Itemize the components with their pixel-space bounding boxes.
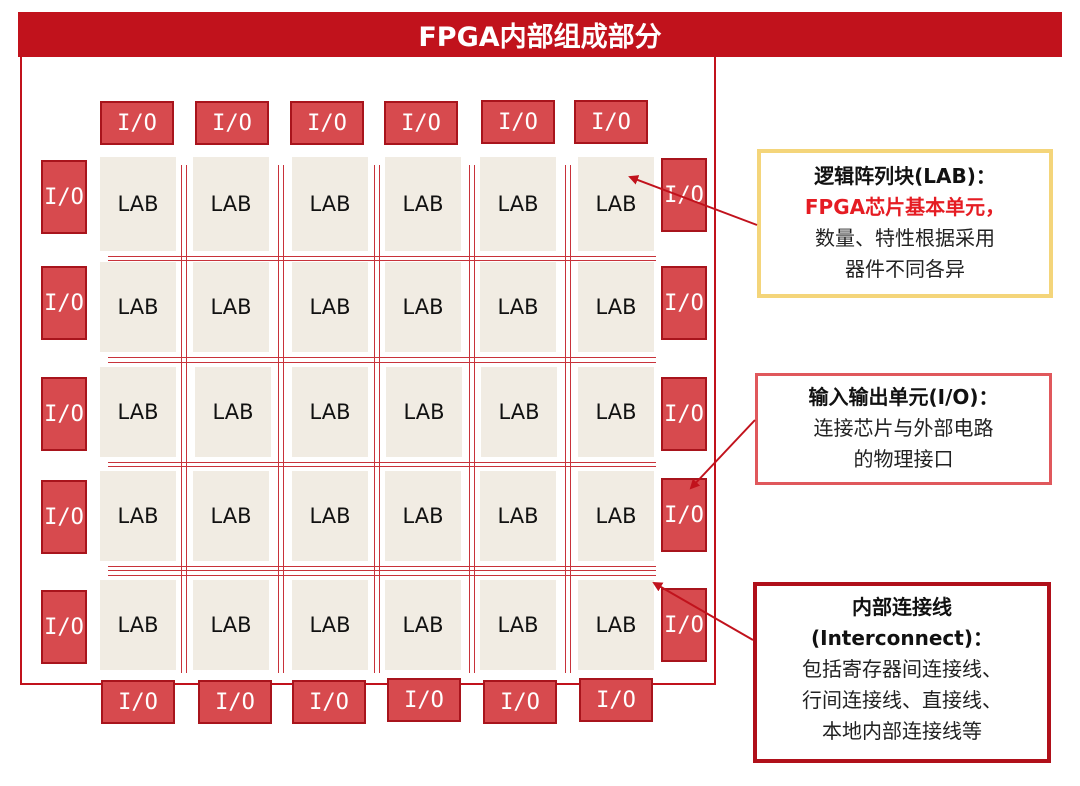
interconnect-wire-vertical	[570, 165, 571, 673]
interconnect-wire-vertical	[469, 165, 470, 673]
io-block: I/O	[483, 680, 557, 724]
lab-callout: 逻辑阵列块(LAB)： FPGA芯片基本单元， 数量、特性根据采用 器件不同各异	[757, 149, 1053, 298]
lab-block: LAB	[193, 471, 269, 561]
io-callout-heading: 输入输出单元(I/O)：	[808, 385, 999, 409]
interconnect-wire-vertical	[379, 165, 380, 673]
io-block: I/O	[41, 160, 87, 234]
io-block: I/O	[101, 680, 175, 724]
io-block: I/O	[387, 678, 461, 722]
lab-block: LAB	[385, 580, 461, 670]
lab-block: LAB	[292, 157, 368, 251]
interconnect-wire-horizontal	[108, 256, 656, 257]
interconnect-wire-vertical	[283, 165, 284, 673]
io-block: I/O	[579, 678, 653, 722]
interconnect-callout-line: 本地内部连接线等	[822, 719, 982, 743]
io-block: I/O	[574, 100, 648, 144]
interconnect-wire-vertical	[474, 165, 475, 673]
io-block: I/O	[100, 101, 174, 145]
interconnect-callout-subheading: (Interconnect)：	[810, 626, 993, 650]
interconnect-callout: 内部连接线 (Interconnect)： 包括寄存器间连接线、 行间连接线、直…	[753, 582, 1051, 763]
io-callout-line: 连接芯片与外部电路	[813, 416, 994, 440]
io-block: I/O	[481, 100, 555, 144]
interconnect-wire-vertical	[565, 165, 566, 673]
diagram-title: FPGA内部组成部分	[18, 12, 1062, 57]
lab-block: LAB	[100, 262, 176, 352]
lab-block: LAB	[578, 471, 654, 561]
interconnect-wire-horizontal	[108, 570, 656, 571]
io-block: I/O	[41, 377, 87, 451]
lab-block: LAB	[193, 580, 269, 670]
interconnect-arrow	[652, 582, 754, 641]
lab-block: LAB	[100, 471, 176, 561]
io-arrow	[689, 419, 756, 490]
io-block: I/O	[661, 158, 707, 232]
io-block: I/O	[41, 590, 87, 664]
fpga-chip-frame	[20, 57, 716, 685]
lab-block: LAB	[385, 157, 461, 251]
io-block: I/O	[292, 680, 366, 724]
interconnect-wire-vertical	[181, 165, 182, 673]
lab-block: LAB	[193, 262, 269, 352]
io-callout-line: 的物理接口	[853, 447, 954, 471]
interconnect-wire-horizontal	[108, 466, 656, 467]
lab-block: LAB	[480, 471, 556, 561]
lab-block: LAB	[385, 471, 461, 561]
io-block: I/O	[41, 480, 87, 554]
lab-block: LAB	[292, 367, 368, 457]
io-callout: 输入输出单元(I/O)： 连接芯片与外部电路 的物理接口	[755, 373, 1052, 485]
lab-block: LAB	[193, 157, 269, 251]
io-block: I/O	[661, 377, 707, 451]
lab-block: LAB	[578, 367, 654, 457]
lab-arrow	[628, 175, 758, 226]
lab-block: LAB	[480, 580, 556, 670]
io-block: I/O	[290, 101, 364, 145]
lab-block: LAB	[100, 367, 176, 457]
io-block: I/O	[198, 680, 272, 724]
lab-block: LAB	[480, 262, 556, 352]
io-block: I/O	[41, 266, 87, 340]
lab-callout-line: 数量、特性根据采用	[815, 226, 995, 250]
io-block: I/O	[384, 101, 458, 145]
interconnect-callout-heading: 内部连接线	[852, 595, 952, 619]
lab-block: LAB	[578, 157, 654, 251]
interconnect-wire-horizontal	[108, 357, 656, 358]
lab-block: LAB	[480, 157, 556, 251]
interconnect-wire-horizontal	[108, 260, 656, 261]
lab-block: LAB	[292, 580, 368, 670]
interconnect-wire-vertical	[374, 165, 375, 673]
lab-block: LAB	[578, 580, 654, 670]
lab-block: LAB	[481, 367, 557, 457]
lab-block: LAB	[385, 262, 461, 352]
interconnect-wire-horizontal	[108, 575, 656, 576]
lab-block: LAB	[578, 262, 654, 352]
lab-block: LAB	[100, 580, 176, 670]
io-block: I/O	[661, 266, 707, 340]
lab-block: LAB	[386, 367, 462, 457]
lab-block: LAB	[195, 367, 271, 457]
io-block: I/O	[195, 101, 269, 145]
interconnect-callout-line: 行间连接线、直接线、	[802, 688, 1002, 712]
interconnect-callout-line: 包括寄存器间连接线、	[802, 657, 1002, 681]
interconnect-wire-horizontal	[108, 566, 656, 567]
interconnect-wire-vertical	[186, 165, 187, 673]
lab-callout-heading: 逻辑阵列块(LAB)：	[814, 164, 996, 188]
lab-block: LAB	[100, 157, 176, 251]
interconnect-wire-horizontal	[108, 362, 656, 363]
interconnect-wire-horizontal	[108, 462, 656, 463]
io-block: I/O	[661, 478, 707, 552]
lab-block: LAB	[292, 262, 368, 352]
lab-block: LAB	[292, 471, 368, 561]
interconnect-wire-vertical	[278, 165, 279, 673]
lab-callout-emphasis: FPGA芯片基本单元，	[804, 195, 1006, 219]
lab-callout-line: 器件不同各异	[845, 257, 965, 281]
